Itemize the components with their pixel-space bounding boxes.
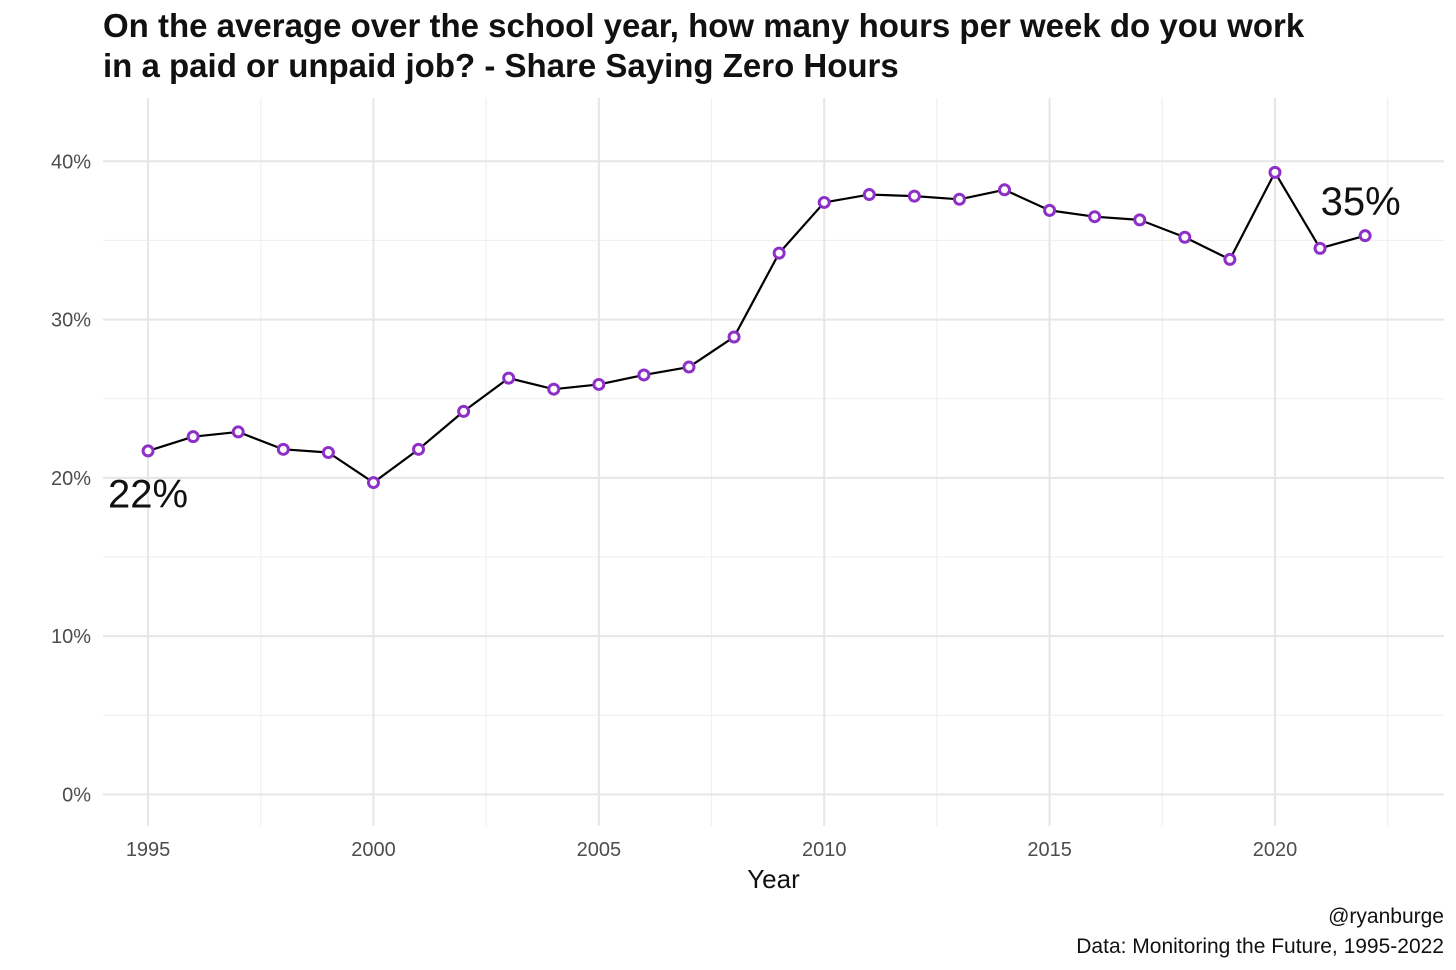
data-point-2019	[1223, 252, 1237, 266]
data-point-2004	[547, 382, 561, 396]
data-point-1999	[321, 446, 335, 460]
data-point-2017	[1133, 213, 1147, 227]
data-point-2021	[1313, 241, 1327, 255]
data-point-2016	[1088, 210, 1102, 224]
chart-title-line-2: in a paid or unpaid job? - Share Saying …	[103, 47, 899, 84]
data-point-2007	[682, 360, 696, 374]
x-tick-label: 2010	[802, 839, 847, 861]
x-axis-tick-labels: 1995 2000 2005 2010 2015 2020	[126, 839, 1297, 861]
y-tick-label: 0%	[62, 784, 91, 806]
data-point-2002	[457, 404, 471, 418]
data-point-1995	[141, 444, 155, 458]
data-point-1998	[276, 442, 290, 456]
chart-title-line-1: On the average over the school year, how…	[103, 7, 1305, 44]
data-point-2015	[1043, 203, 1057, 217]
data-point-2011	[862, 188, 876, 202]
x-axis-title: Year	[747, 864, 800, 894]
x-tick-label: 1995	[126, 839, 171, 861]
data-point-2022	[1358, 229, 1372, 243]
data-points	[141, 165, 1372, 490]
annotations: 22% 35%	[108, 180, 1401, 517]
x-tick-label: 2015	[1027, 839, 1072, 861]
x-tick-label: 2005	[577, 839, 622, 861]
data-point-2006	[637, 368, 651, 382]
caption-handle: @ryanburge	[1328, 905, 1444, 928]
x-tick-label: 2000	[351, 839, 396, 861]
data-point-2020	[1268, 165, 1282, 179]
y-tick-label: 40%	[51, 151, 91, 173]
series-line	[147, 171, 1366, 484]
chart-caption: @ryanburge Data: Monitoring the Future, …	[1076, 902, 1444, 962]
data-point-2008	[727, 330, 741, 344]
data-point-2012	[907, 189, 921, 203]
chart-title: On the average over the school year, how…	[103, 6, 1403, 86]
annotation-label: 22%	[108, 473, 188, 517]
data-point-2003	[502, 371, 516, 385]
data-point-1997	[231, 425, 245, 439]
data-point-2009	[772, 246, 786, 260]
data-point-1996	[186, 430, 200, 444]
caption-source: Data: Monitoring the Future, 1995-2022	[1076, 935, 1444, 958]
data-point-2001	[412, 442, 426, 456]
data-point-2000	[366, 476, 380, 490]
x-tick-label: 2020	[1253, 839, 1298, 861]
data-point-2014	[998, 183, 1012, 197]
data-point-2005	[592, 377, 606, 391]
data-point-2013	[952, 192, 966, 206]
data-point-2010	[817, 195, 831, 209]
y-tick-label: 10%	[51, 626, 91, 648]
y-tick-label: 30%	[51, 310, 91, 332]
data-series	[147, 171, 1366, 484]
y-axis-tick-labels: 0% 10% 20% 30% 40%	[51, 151, 91, 806]
grid-lines	[103, 98, 1444, 826]
data-point-2018	[1178, 230, 1192, 244]
y-tick-label: 20%	[51, 468, 91, 490]
annotation-label: 35%	[1321, 180, 1401, 224]
